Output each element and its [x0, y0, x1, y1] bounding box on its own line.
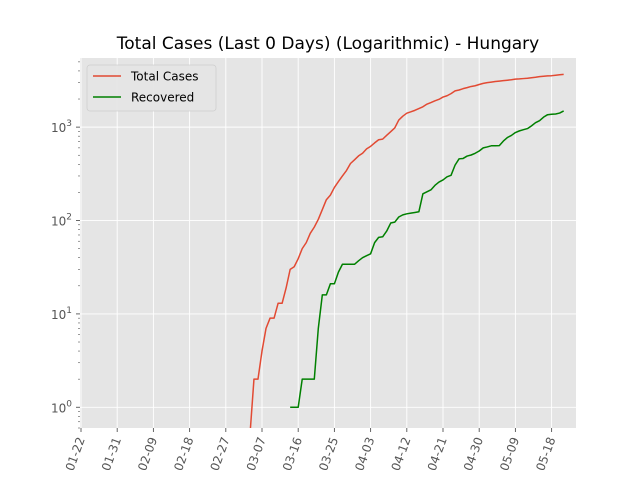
x-tick-label: 04-03 [352, 435, 377, 473]
series-line-1 [290, 110, 565, 409]
chart-title: Total Cases (Last 0 Days) (Logarithmic) … [116, 34, 539, 54]
series-layer [249, 73, 565, 428]
x-tick-label: 04-30 [461, 435, 486, 473]
x-tick-label: 01-22 [63, 435, 88, 473]
y-tick-label: 103 [51, 119, 72, 135]
x-tick-label: 05-18 [533, 435, 558, 473]
x-tick-label: 02-09 [135, 435, 160, 473]
x-axis: 01-22 01-31 02-09 02-18 02-27 03-07 03-16 03-25… [63, 428, 558, 473]
legend-label: Recovered [131, 91, 194, 105]
x-tick-label: 03-07 [244, 435, 269, 473]
y-tick-label: 102 [51, 213, 72, 229]
y-tick-label: 101 [51, 306, 72, 322]
series-line-0 [249, 73, 564, 428]
y-tick-label: 100 [51, 399, 72, 415]
x-tick-label: 02-18 [171, 435, 196, 473]
x-tick-label: 03-16 [280, 435, 305, 473]
legend: Total Cases Recovered [86, 64, 217, 112]
grid-lines [80, 58, 576, 428]
x-tick-label: 04-21 [425, 435, 450, 473]
x-tick-label: 05-09 [497, 435, 522, 473]
x-tick-label: 02-27 [208, 435, 233, 473]
legend-label: Total Cases [130, 70, 198, 84]
y-axis: 100 101 102 103 [51, 61, 80, 429]
plot-area [80, 58, 576, 428]
x-tick-label: 01-31 [99, 435, 124, 473]
x-tick-label: 04-12 [389, 435, 414, 473]
x-tick-label: 03-25 [316, 435, 341, 473]
